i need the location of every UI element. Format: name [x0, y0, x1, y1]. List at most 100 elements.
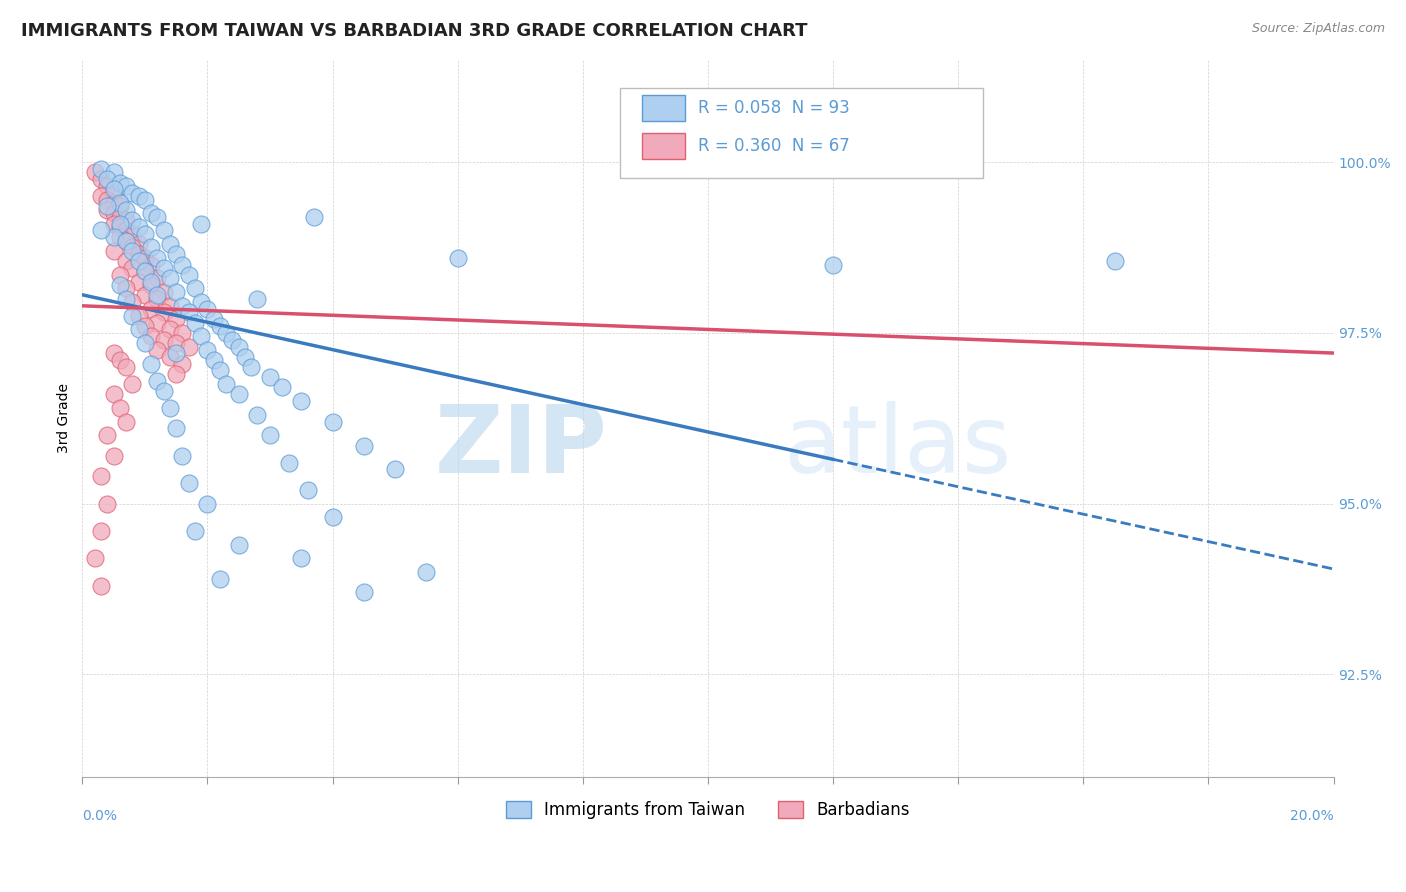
Point: [146, 343, 169, 357]
Point: [108, 401, 131, 415]
Point: [290, 394, 312, 409]
Point: [83, 165, 105, 179]
Point: [177, 268, 200, 282]
Point: [322, 415, 344, 429]
Point: [134, 193, 156, 207]
Text: IMMIGRANTS FROM TAIWAN VS BARBADIAN 3RD GRADE CORRELATION CHART: IMMIGRANTS FROM TAIWAN VS BARBADIAN 3RD …: [21, 22, 807, 40]
Point: [152, 285, 174, 299]
Point: [121, 227, 143, 241]
Point: [384, 462, 406, 476]
Point: [271, 380, 294, 394]
Point: [139, 329, 162, 343]
Point: [172, 299, 194, 313]
Point: [90, 524, 112, 538]
Legend: Immigrants from Taiwan, Barbadians: Immigrants from Taiwan, Barbadians: [499, 795, 917, 826]
Point: [228, 538, 250, 552]
Point: [103, 196, 125, 211]
Point: [353, 439, 375, 453]
Text: R = 0.058  N = 93: R = 0.058 N = 93: [697, 99, 849, 117]
Point: [302, 210, 325, 224]
Point: [115, 234, 138, 248]
Point: [165, 247, 187, 261]
Point: [96, 202, 118, 217]
Point: [159, 271, 181, 285]
FancyBboxPatch shape: [620, 88, 983, 178]
Point: [115, 178, 138, 193]
Point: [146, 292, 169, 306]
Point: [228, 387, 250, 401]
Point: [115, 223, 138, 237]
Point: [121, 240, 143, 254]
Point: [146, 374, 169, 388]
Point: [103, 217, 125, 231]
Point: [90, 172, 112, 186]
FancyBboxPatch shape: [641, 133, 685, 159]
Point: [202, 312, 225, 326]
Point: [208, 572, 231, 586]
Point: [115, 292, 138, 306]
FancyBboxPatch shape: [641, 95, 685, 120]
Point: [121, 295, 143, 310]
Point: [115, 202, 138, 217]
Point: [202, 353, 225, 368]
Point: [103, 244, 125, 258]
Point: [152, 260, 174, 275]
Point: [152, 223, 174, 237]
Text: R = 0.360  N = 67: R = 0.360 N = 67: [697, 136, 849, 154]
Point: [96, 193, 118, 207]
Point: [821, 258, 844, 272]
Point: [121, 377, 143, 392]
Point: [103, 387, 125, 401]
Point: [128, 322, 150, 336]
Point: [121, 213, 143, 227]
Point: [165, 312, 187, 326]
Point: [172, 326, 194, 340]
Point: [146, 316, 169, 330]
Point: [165, 421, 187, 435]
Point: [103, 206, 125, 220]
Point: [90, 578, 112, 592]
Point: [128, 275, 150, 289]
Point: [108, 199, 131, 213]
Point: [208, 318, 231, 333]
Point: [165, 336, 187, 351]
Point: [221, 333, 243, 347]
Point: [246, 408, 269, 422]
Point: [108, 230, 131, 244]
Point: [103, 346, 125, 360]
Point: [152, 305, 174, 319]
Point: [172, 357, 194, 371]
Point: [128, 237, 150, 252]
Point: [172, 449, 194, 463]
Point: [108, 196, 131, 211]
Point: [108, 219, 131, 234]
Point: [259, 370, 281, 384]
Point: [184, 524, 207, 538]
Point: [108, 217, 131, 231]
Point: [152, 384, 174, 398]
Point: [159, 299, 181, 313]
Point: [139, 206, 162, 220]
Point: [159, 401, 181, 415]
Point: [96, 199, 118, 213]
Point: [208, 363, 231, 377]
Point: [134, 227, 156, 241]
Point: [277, 456, 299, 470]
Point: [115, 359, 138, 374]
Point: [103, 186, 125, 200]
Point: [165, 367, 187, 381]
Text: 20.0%: 20.0%: [1289, 809, 1333, 823]
Point: [215, 377, 238, 392]
Point: [103, 449, 125, 463]
Point: [259, 428, 281, 442]
Point: [90, 223, 112, 237]
Text: ZIP: ZIP: [434, 401, 607, 493]
Point: [134, 336, 156, 351]
Point: [108, 210, 131, 224]
Point: [128, 219, 150, 234]
Text: atlas: atlas: [783, 401, 1011, 493]
Point: [146, 251, 169, 265]
Point: [246, 292, 269, 306]
Point: [83, 551, 105, 566]
Point: [139, 240, 162, 254]
